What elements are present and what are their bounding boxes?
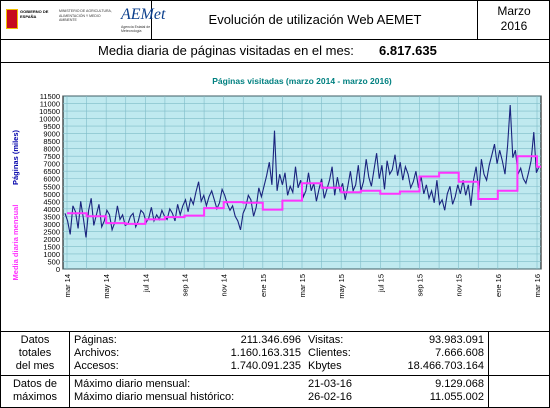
value-accesos: 1.740.091.235 xyxy=(230,360,301,372)
date-max-historico: 26-02-16 xyxy=(308,391,353,403)
label-max-mensual: Máximo diario mensual: xyxy=(74,378,191,390)
y-tick-label: 500 xyxy=(47,257,60,266)
value-paginas: 211.346.696 xyxy=(240,334,301,346)
y-axis-label: Páginas (miles) xyxy=(11,129,20,185)
x-tick-label: ene 15 xyxy=(259,274,268,297)
x-tick-label: mar 16 xyxy=(533,274,542,297)
y-tick-label: 10000 xyxy=(39,115,60,124)
y-tick-label: 5000 xyxy=(43,190,60,199)
label-visitas: Visitas: xyxy=(308,334,344,346)
y-tick-label: 9500 xyxy=(43,122,60,131)
date-max-mensual: 21-03-16 xyxy=(308,378,353,390)
chart-area: Páginas visitadas (marzo 2014 - marzo 20… xyxy=(1,63,549,332)
value-visitas: 93.983.091 xyxy=(428,334,484,346)
y-tick-label: 8500 xyxy=(43,137,60,146)
y-tick-label: 4000 xyxy=(43,205,60,214)
totales-label: Datos totales del mes xyxy=(1,334,69,373)
aemet-logo-subtitle: Agencia Estatal de Meteorología xyxy=(121,25,151,33)
x-tick-label: jul 15 xyxy=(376,274,385,293)
y-tick-label: 1500 xyxy=(43,242,60,251)
value-archivos: 1.160.163.315 xyxy=(230,347,301,359)
report-month: Marzo xyxy=(497,4,531,18)
label-accesos: Accesos: xyxy=(74,360,119,372)
x-tick-label: sep 14 xyxy=(181,274,190,297)
x-tick-label: sep 15 xyxy=(416,274,425,297)
y-tick-label: 11000 xyxy=(40,100,60,109)
label-archivos: Archivos: xyxy=(74,347,120,359)
table-divider xyxy=(1,375,549,376)
y-tick-label: 3000 xyxy=(43,220,60,229)
y-tick-label: 11500 xyxy=(40,92,60,101)
report-year: 2016 xyxy=(500,19,528,33)
spain-shield-icon xyxy=(6,9,18,29)
usage-chart: Páginas visitadas (marzo 2014 - marzo 20… xyxy=(11,76,542,299)
y-tick-label: 8000 xyxy=(43,145,60,154)
totales-label-line: Datos xyxy=(20,334,50,346)
y-tick-label: 0 xyxy=(56,265,60,274)
gobierno-logo-text: GOBIERNO DE ESPAÑA xyxy=(20,9,49,19)
label-paginas: Páginas: xyxy=(74,334,117,346)
logos: GOBIERNO DE ESPAÑA MINISTERIO DE AGRICUL… xyxy=(1,1,165,39)
x-tick-label: may 15 xyxy=(337,274,346,299)
table-divider xyxy=(69,332,70,407)
y-tick-label: 2000 xyxy=(43,235,60,244)
y-tick-label: 7500 xyxy=(43,152,60,161)
totales-label-line: totales xyxy=(18,347,52,359)
x-tick-label: jul 14 xyxy=(141,274,150,293)
media-diaria-label: Media diaria de páginas visitadas en el … xyxy=(98,43,354,58)
media-diaria-value: 6.817.635 xyxy=(379,43,437,58)
x-tick-label: may 14 xyxy=(102,274,111,299)
y-tick-label: 6500 xyxy=(43,167,60,176)
ministerio-logo-text: MINISTERIO DE AGRICULTURA, ALIMENTACIÓN … xyxy=(59,9,112,22)
value-clientes: 7.666.608 xyxy=(435,347,484,359)
x-tick-label: mar 14 xyxy=(63,274,72,297)
value-max-mensual: 9.129.068 xyxy=(435,378,484,390)
maximos-label-line: Datos de xyxy=(12,378,58,390)
x-tick-label: nov 15 xyxy=(455,274,464,297)
label-kbytes: Kbytes xyxy=(308,360,342,372)
x-tick-label: nov 14 xyxy=(220,274,229,297)
totales-label-line: del mes xyxy=(15,360,55,372)
value-kbytes: 18.466.703.164 xyxy=(407,360,484,372)
report-header: GOBIERNO DE ESPAÑA MINISTERIO DE AGRICUL… xyxy=(1,1,549,40)
x-tick-label: ene 16 xyxy=(494,274,503,297)
table-divider xyxy=(488,332,489,407)
monthly-mean-line xyxy=(67,155,541,225)
value-max-historico: 11.055.002 xyxy=(429,391,484,403)
report-date: Marzo 2016 xyxy=(479,4,549,34)
report-title: Evolución de utilización Web AEMET xyxy=(153,1,478,39)
y-tick-label: 2500 xyxy=(43,227,60,236)
maximos-label-line: máximos xyxy=(12,391,57,403)
y-tick-label: 3500 xyxy=(43,212,60,221)
y-tick-label: 5500 xyxy=(43,182,60,191)
summary-table: Datos totales del mes Páginas: 211.346.6… xyxy=(1,332,549,407)
y-tick-label: 4500 xyxy=(43,197,60,206)
y-tick-label: 1000 xyxy=(43,250,60,259)
y-axis-label-secondary: Media diaria mensual xyxy=(11,205,20,281)
y-tick-label: 9000 xyxy=(43,130,60,139)
aemet-logo: AEMet xyxy=(121,6,166,23)
y-tick-label: 10500 xyxy=(39,107,60,116)
x-tick-label: mar 15 xyxy=(298,274,307,297)
maximos-label: Datos de máximos xyxy=(1,378,69,404)
y-tick-label: 6000 xyxy=(43,175,60,184)
label-clientes: Clientes: xyxy=(308,347,351,359)
media-diaria-row: Media diaria de páginas visitadas en el … xyxy=(1,40,549,63)
label-max-historico: Máximo diario mensual histórico: xyxy=(74,391,235,403)
y-tick-label: 7000 xyxy=(43,160,60,169)
chart-title: Páginas visitadas (marzo 2014 - marzo 20… xyxy=(212,76,392,86)
